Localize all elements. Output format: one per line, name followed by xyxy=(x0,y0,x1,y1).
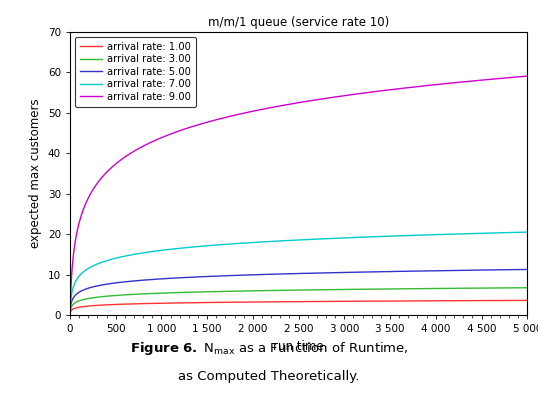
arrival rate: 3.00: (1.92e+03, 5.98): 3.00: (1.92e+03, 5.98) xyxy=(242,288,249,293)
arrival rate: 9.00: (5e+03, 59): 9.00: (5e+03, 59) xyxy=(524,74,530,78)
arrival rate: 3.00: (2.13e+03, 6.07): 3.00: (2.13e+03, 6.07) xyxy=(262,288,268,293)
arrival rate: 7.00: (1.92e+03, 17.8): 7.00: (1.92e+03, 17.8) xyxy=(242,241,249,245)
arrival rate: 7.00: (868, 15.6): 7.00: (868, 15.6) xyxy=(146,249,153,254)
arrival rate: 9.00: (1, 0.905): 9.00: (1, 0.905) xyxy=(67,309,73,314)
arrival rate: 5.00: (5e+03, 11.3): 5.00: (5e+03, 11.3) xyxy=(524,267,530,272)
Text: $\bf{Figure\ 6.}$ N$_{\rm{max}}$ as a Function of Runtime,: $\bf{Figure\ 6.}$ N$_{\rm{max}}$ as a Fu… xyxy=(130,340,408,357)
Line: arrival rate: 7.00: arrival rate: 7.00 xyxy=(70,232,527,312)
arrival rate: 9.00: (1.92e+03, 49.9): 9.00: (1.92e+03, 49.9) xyxy=(242,110,249,115)
Y-axis label: expected max customers: expected max customers xyxy=(29,98,42,248)
arrival rate: 3.00: (4.9e+03, 6.76): 3.00: (4.9e+03, 6.76) xyxy=(515,285,521,290)
X-axis label: run time: run time xyxy=(273,340,324,353)
arrival rate: 3.00: (571, 4.98): 3.00: (571, 4.98) xyxy=(119,293,125,297)
Line: arrival rate: 1.00: arrival rate: 1.00 xyxy=(70,300,527,314)
arrival rate: 7.00: (4.36e+03, 20.1): 7.00: (4.36e+03, 20.1) xyxy=(466,231,472,236)
arrival rate: 5.00: (4.36e+03, 11.1): 5.00: (4.36e+03, 11.1) xyxy=(466,268,472,273)
arrival rate: 9.00: (4.9e+03, 58.8): 9.00: (4.9e+03, 58.8) xyxy=(515,74,521,79)
arrival rate: 1.00: (4.36e+03, 3.59): 1.00: (4.36e+03, 3.59) xyxy=(466,298,472,303)
arrival rate: 7.00: (4.9e+03, 20.5): 7.00: (4.9e+03, 20.5) xyxy=(515,230,521,235)
arrival rate: 1.00: (1.92e+03, 3.24): 1.00: (1.92e+03, 3.24) xyxy=(242,300,249,305)
arrival rate: 5.00: (4.9e+03, 11.3): 5.00: (4.9e+03, 11.3) xyxy=(515,267,521,272)
arrival rate: 7.00: (571, 14.4): 7.00: (571, 14.4) xyxy=(119,255,125,259)
arrival rate: 7.00: (5e+03, 20.5): 7.00: (5e+03, 20.5) xyxy=(524,230,530,234)
Line: arrival rate: 5.00: arrival rate: 5.00 xyxy=(70,269,527,313)
arrival rate: 3.00: (1, 0.441): 3.00: (1, 0.441) xyxy=(67,311,73,316)
arrival rate: 9.00: (868, 42.5): 9.00: (868, 42.5) xyxy=(146,141,153,145)
arrival rate: 1.00: (571, 2.71): 1.00: (571, 2.71) xyxy=(119,302,125,307)
arrival rate: 5.00: (1, 0.585): 5.00: (1, 0.585) xyxy=(67,310,73,315)
arrival rate: 5.00: (2.13e+03, 10.1): 5.00: (2.13e+03, 10.1) xyxy=(262,272,268,277)
arrival rate: 1.00: (2.13e+03, 3.28): 1.00: (2.13e+03, 3.28) xyxy=(262,299,268,304)
Line: arrival rate: 9.00: arrival rate: 9.00 xyxy=(70,76,527,312)
arrival rate: 5.00: (868, 8.76): 5.00: (868, 8.76) xyxy=(146,277,153,282)
arrival rate: 3.00: (5e+03, 6.78): 3.00: (5e+03, 6.78) xyxy=(524,285,530,290)
arrival rate: 7.00: (2.13e+03, 18.1): 7.00: (2.13e+03, 18.1) xyxy=(262,240,268,244)
arrival rate: 9.00: (4.36e+03, 57.7): 9.00: (4.36e+03, 57.7) xyxy=(466,79,472,84)
arrival rate: 9.00: (2.13e+03, 51): 9.00: (2.13e+03, 51) xyxy=(262,106,268,111)
Title: m/m/1 queue (service rate 10): m/m/1 queue (service rate 10) xyxy=(208,16,389,29)
arrival rate: 3.00: (4.36e+03, 6.67): 3.00: (4.36e+03, 6.67) xyxy=(466,286,472,290)
arrival rate: 1.00: (868, 2.89): 1.00: (868, 2.89) xyxy=(146,301,153,306)
arrival rate: 1.00: (1, 0.279): 1.00: (1, 0.279) xyxy=(67,312,73,316)
Text: as Computed Theoretically.: as Computed Theoretically. xyxy=(178,370,360,383)
arrival rate: 7.00: (1, 0.736): 7.00: (1, 0.736) xyxy=(67,310,73,314)
arrival rate: 1.00: (4.9e+03, 3.64): 1.00: (4.9e+03, 3.64) xyxy=(515,298,521,303)
Legend: arrival rate: 1.00, arrival rate: 3.00, arrival rate: 5.00, arrival rate: 7.00, : arrival rate: 1.00, arrival rate: 3.00, … xyxy=(75,37,196,106)
Line: arrival rate: 3.00: arrival rate: 3.00 xyxy=(70,288,527,313)
arrival rate: 1.00: (5e+03, 3.65): 1.00: (5e+03, 3.65) xyxy=(524,298,530,303)
arrival rate: 3.00: (868, 5.32): 3.00: (868, 5.32) xyxy=(146,291,153,296)
arrival rate: 5.00: (1.92e+03, 9.91): 5.00: (1.92e+03, 9.91) xyxy=(242,273,249,277)
arrival rate: 9.00: (571, 38.6): 9.00: (571, 38.6) xyxy=(119,156,125,161)
arrival rate: 5.00: (571, 8.16): 5.00: (571, 8.16) xyxy=(119,280,125,284)
